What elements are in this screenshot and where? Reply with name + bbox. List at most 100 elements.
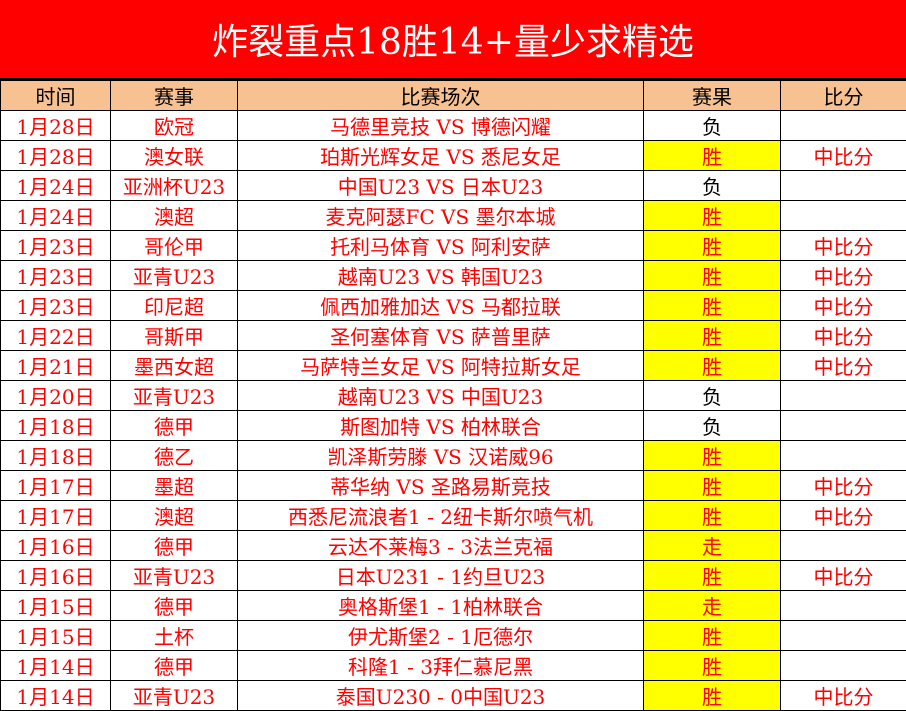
league-cell: 德甲 (111, 651, 238, 681)
score-cell: 中比分 (781, 561, 906, 591)
match-cell: 中国U23 VS 日本U23 (238, 171, 644, 201)
result-cell: 胜 (644, 261, 781, 291)
score-cell: 中比分 (781, 321, 906, 351)
date-cell: 1月21日 (1, 351, 111, 381)
match-cell: 斯图加特 VS 柏林联合 (238, 411, 644, 441)
date-cell: 1月24日 (1, 171, 111, 201)
score-cell (781, 411, 906, 441)
table-row: 1月24日澳超麦克阿瑟FC VS 墨尔本城胜 (1, 201, 906, 231)
result-cell: 胜 (644, 681, 781, 711)
result-cell: 胜 (644, 231, 781, 261)
league-cell: 德甲 (111, 531, 238, 561)
score-cell: 中比分 (781, 261, 906, 291)
date-cell: 1月16日 (1, 561, 111, 591)
match-cell: 凯泽斯劳滕 VS 汉诺威96 (238, 441, 644, 471)
match-cell: 马萨特兰女足 VS 阿特拉斯女足 (238, 351, 644, 381)
date-cell: 1月18日 (1, 441, 111, 471)
table-row: 1月16日德甲云达不莱梅3 - 3法兰克福走 (1, 531, 906, 561)
date-cell: 1月23日 (1, 261, 111, 291)
table-row: 1月17日澳超西悉尼流浪者1 - 2纽卡斯尔喷气机胜中比分 (1, 501, 906, 531)
table-row: 1月22日哥斯甲圣何塞体育 VS 萨普里萨胜中比分 (1, 321, 906, 351)
score-cell (781, 441, 906, 471)
league-cell: 哥伦甲 (111, 231, 238, 261)
page-title: 炸裂重点18胜14+量少求精选 (0, 0, 906, 80)
date-cell: 1月23日 (1, 291, 111, 321)
score-cell: 中比分 (781, 291, 906, 321)
table-row: 1月18日德甲斯图加特 VS 柏林联合负 (1, 411, 906, 441)
table-row: 1月23日哥伦甲托利马体育 VS 阿利安萨胜中比分 (1, 231, 906, 261)
date-cell: 1月14日 (1, 651, 111, 681)
league-cell: 亚青U23 (111, 561, 238, 591)
result-cell: 胜 (644, 351, 781, 381)
league-cell: 德甲 (111, 411, 238, 441)
result-cell: 胜 (644, 201, 781, 231)
league-cell: 德甲 (111, 591, 238, 621)
date-cell: 1月15日 (1, 621, 111, 651)
score-cell (781, 651, 906, 681)
date-cell: 1月17日 (1, 501, 111, 531)
score-cell: 中比分 (781, 471, 906, 501)
match-cell: 圣何塞体育 VS 萨普里萨 (238, 321, 644, 351)
date-cell: 1月24日 (1, 201, 111, 231)
date-cell: 1月28日 (1, 141, 111, 171)
result-cell: 胜 (644, 441, 781, 471)
match-cell: 越南U23 VS 中国U23 (238, 381, 644, 411)
match-cell: 麦克阿瑟FC VS 墨尔本城 (238, 201, 644, 231)
table-row: 1月23日印尼超佩西加雅加达 VS 马都拉联胜中比分 (1, 291, 906, 321)
header-row: 时间 赛事 比赛场次 赛果 比分 (1, 81, 906, 111)
result-cell: 走 (644, 591, 781, 621)
date-cell: 1月18日 (1, 411, 111, 441)
league-cell: 哥斯甲 (111, 321, 238, 351)
result-cell: 胜 (644, 621, 781, 651)
date-cell: 1月14日 (1, 681, 111, 711)
header-result: 赛果 (644, 81, 781, 111)
result-cell: 胜 (644, 471, 781, 501)
score-cell (781, 171, 906, 201)
table-row: 1月21日墨西女超马萨特兰女足 VS 阿特拉斯女足胜中比分 (1, 351, 906, 381)
score-cell (781, 381, 906, 411)
match-cell: 越南U23 VS 韩国U23 (238, 261, 644, 291)
score-cell (781, 201, 906, 231)
result-cell: 胜 (644, 561, 781, 591)
league-cell: 德乙 (111, 441, 238, 471)
match-cell: 马德里竞技 VS 博德闪耀 (238, 111, 644, 141)
date-cell: 1月17日 (1, 471, 111, 501)
result-cell: 负 (644, 111, 781, 141)
match-cell: 珀斯光辉女足 VS 悉尼女足 (238, 141, 644, 171)
result-cell: 走 (644, 531, 781, 561)
date-cell: 1月23日 (1, 231, 111, 261)
league-cell: 墨西女超 (111, 351, 238, 381)
match-cell: 托利马体育 VS 阿利安萨 (238, 231, 644, 261)
result-cell: 负 (644, 171, 781, 201)
match-cell: 泰国U230 - 0中国U23 (238, 681, 644, 711)
league-cell: 印尼超 (111, 291, 238, 321)
result-cell: 胜 (644, 651, 781, 681)
league-cell: 澳女联 (111, 141, 238, 171)
score-cell (781, 621, 906, 651)
league-cell: 亚青U23 (111, 381, 238, 411)
match-cell: 奥格斯堡1 - 1柏林联合 (238, 591, 644, 621)
score-cell (781, 111, 906, 141)
score-cell (781, 591, 906, 621)
match-cell: 云达不莱梅3 - 3法兰克福 (238, 531, 644, 561)
table-row: 1月17日墨超蒂华纳 VS 圣路易斯竞技胜中比分 (1, 471, 906, 501)
match-cell: 西悉尼流浪者1 - 2纽卡斯尔喷气机 (238, 501, 644, 531)
league-cell: 亚青U23 (111, 681, 238, 711)
score-cell: 中比分 (781, 141, 906, 171)
result-cell: 负 (644, 381, 781, 411)
result-cell: 胜 (644, 141, 781, 171)
result-cell: 胜 (644, 321, 781, 351)
table-row: 1月15日德甲奥格斯堡1 - 1柏林联合走 (1, 591, 906, 621)
result-cell: 胜 (644, 501, 781, 531)
league-cell: 亚青U23 (111, 261, 238, 291)
result-cell: 胜 (644, 291, 781, 321)
league-cell: 墨超 (111, 471, 238, 501)
header-score: 比分 (781, 81, 906, 111)
date-cell: 1月22日 (1, 321, 111, 351)
table-row: 1月14日德甲科隆1 - 3拜仁慕尼黑胜 (1, 651, 906, 681)
